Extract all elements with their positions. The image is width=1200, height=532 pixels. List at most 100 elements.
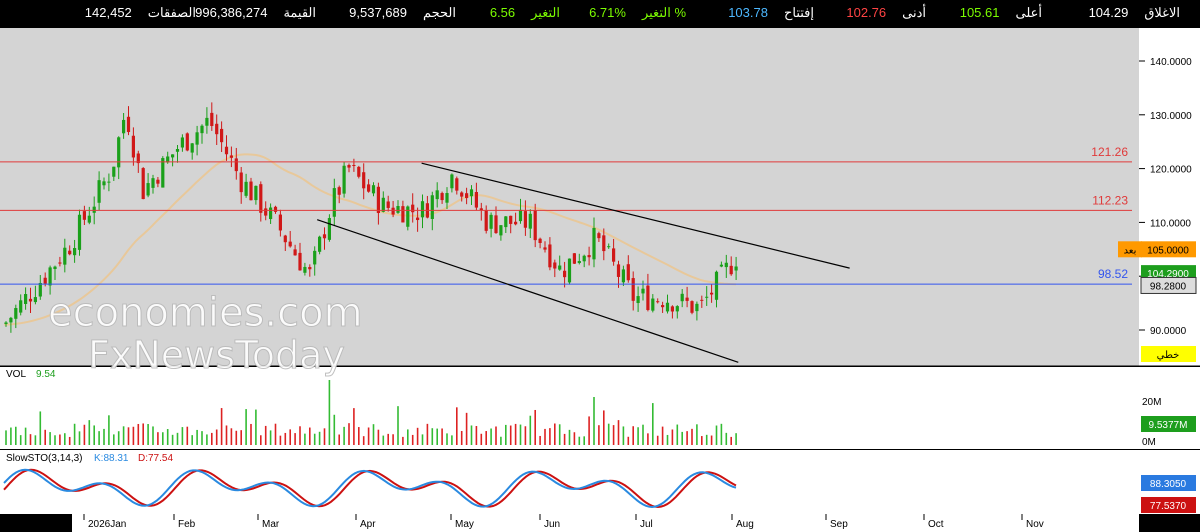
candle-body	[180, 137, 184, 148]
candle-body	[616, 264, 621, 277]
watermark-logo: economies.com FxNewsToday	[48, 290, 364, 378]
candle-body	[254, 185, 258, 201]
ticker-label: الحجم	[422, 5, 456, 20]
candle-body	[665, 302, 670, 312]
candle-body	[430, 195, 434, 219]
candle-body	[259, 184, 263, 213]
price-tag: بعد 105.0000	[1118, 241, 1196, 258]
candle-body	[357, 166, 361, 177]
candle-body	[651, 298, 655, 311]
ticker-value: 105.61	[959, 5, 1000, 20]
candle-body	[337, 187, 341, 195]
candle-body	[440, 193, 444, 201]
candle-body	[577, 261, 581, 264]
candle-body	[386, 201, 390, 208]
candle-body	[332, 188, 336, 217]
time-tick-label: Jul	[640, 519, 653, 530]
candle-body	[646, 285, 650, 311]
ticker-value: 104.29	[1088, 5, 1129, 20]
ticker-label: أدنى	[902, 5, 926, 20]
candle-body	[504, 216, 508, 228]
time-tick-label: Feb	[178, 519, 196, 530]
candle-body	[175, 149, 180, 152]
candle-body	[190, 143, 194, 153]
candle-body	[567, 258, 572, 283]
trendline[interactable]	[317, 219, 739, 363]
candle-body	[92, 206, 96, 213]
time-axis	[72, 514, 1139, 532]
volume-current-tag: 9.5377M	[1141, 416, 1196, 432]
price-tick-label: 90.0000	[1150, 326, 1187, 337]
candle-body	[166, 156, 170, 163]
candle-body	[548, 244, 552, 268]
candle-body	[239, 172, 243, 193]
candle-body	[82, 211, 86, 220]
candle-body	[293, 249, 297, 256]
price-axis-panel	[1139, 28, 1200, 366]
ticker-value: 996,386,274	[195, 5, 268, 20]
candle-body	[631, 278, 635, 301]
price-tag-text: 104.2900	[1147, 269, 1189, 280]
candle-body	[572, 253, 576, 264]
candle-body	[597, 233, 601, 239]
candle-body	[607, 246, 611, 248]
candle-body	[97, 180, 101, 203]
chart-canvas[interactable]: 121.26 112.23 98.52 economies.com FxNewsTo…	[0, 28, 1200, 532]
candle-body	[494, 215, 498, 234]
candle-body	[278, 214, 282, 231]
candle-body	[77, 214, 82, 250]
candle-body	[729, 265, 733, 275]
candle-body	[249, 181, 253, 201]
trendline[interactable]	[421, 162, 850, 269]
candle-body	[283, 235, 287, 243]
candle-body	[724, 262, 728, 268]
price-tag-prefix: بعد	[1124, 245, 1137, 256]
ticker-value: 142,452	[84, 5, 132, 20]
candle-body	[171, 154, 175, 158]
price-tag-text: 98.2800	[1150, 281, 1187, 292]
time-tick-label: Aug	[736, 519, 754, 530]
candle-body	[710, 292, 714, 295]
candle-body	[131, 135, 135, 158]
candle-body	[587, 255, 591, 258]
candle-body	[117, 137, 121, 168]
candle-body	[220, 128, 224, 143]
candle-body	[273, 206, 278, 212]
price-tick-label: 120.0000	[1150, 165, 1192, 176]
stochastic-d-line	[3, 468, 737, 509]
candle-body	[381, 197, 385, 212]
candle-body	[229, 155, 233, 158]
candle-body	[342, 165, 346, 194]
price-panel[interactable]	[0, 28, 1139, 366]
candle-body	[626, 264, 630, 281]
candle-body	[509, 215, 513, 224]
candle-body	[538, 238, 542, 243]
candle-body	[391, 207, 395, 215]
candle-body	[656, 301, 660, 303]
candle-body	[700, 299, 704, 301]
candle-body	[136, 153, 140, 164]
candle-body	[288, 241, 292, 247]
candle-body	[670, 306, 674, 312]
stochastic-k-label: K:88.31	[94, 453, 129, 464]
stochastic-d-tag: 77.5370	[1141, 497, 1196, 513]
stochastic-panel[interactable]	[0, 450, 1139, 514]
candle-body	[352, 164, 356, 166]
candle-body	[558, 265, 562, 270]
volume-value: 9.54	[36, 369, 56, 380]
price-tick-label: 130.0000	[1150, 111, 1192, 122]
candle-body	[499, 225, 503, 236]
candle-body	[269, 207, 273, 220]
candle-body	[298, 252, 302, 271]
candle-body	[455, 178, 459, 191]
ticker-label: الصفقات	[147, 5, 196, 20]
price-tag: 98.2800	[1140, 276, 1197, 294]
candle-body	[543, 247, 547, 250]
watermark-line2: FxNewsToday	[88, 333, 345, 377]
candle-body	[107, 181, 111, 183]
ticker-value: 9,537,689	[349, 5, 407, 20]
candle-body	[469, 189, 474, 197]
stochastic-tag-text: 88.3050	[1150, 479, 1187, 490]
candle-body	[612, 248, 616, 262]
candle-body	[661, 305, 665, 308]
